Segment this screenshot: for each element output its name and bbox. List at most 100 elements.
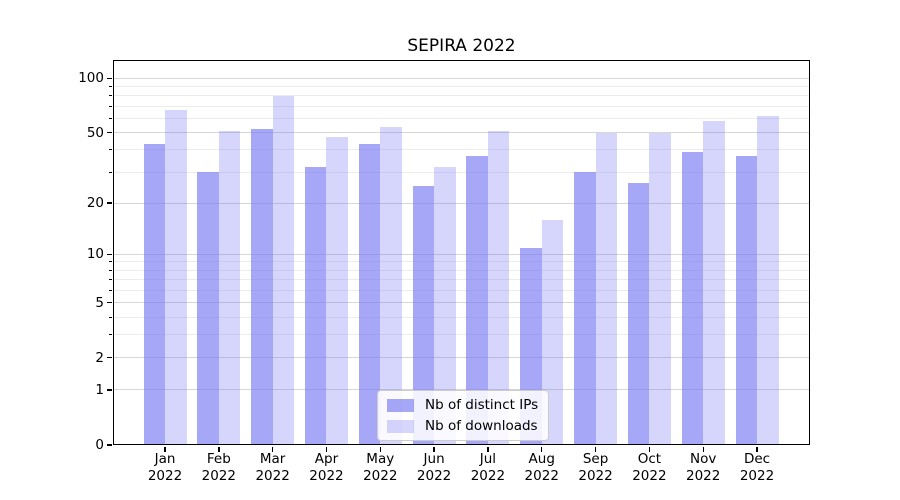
x-tick-mark xyxy=(648,446,651,452)
legend-label-downloads: Nb of downloads xyxy=(425,418,538,434)
minor-gridline xyxy=(113,149,810,151)
x-tick-mark xyxy=(487,446,489,452)
bar-downloads-nov xyxy=(703,120,725,445)
bar-downloads-may xyxy=(380,126,402,445)
y-minor-tick-mark xyxy=(109,105,112,107)
major-gridline xyxy=(113,202,810,204)
x-tick-label-sep: Sep 2022 xyxy=(578,451,613,484)
y-tick-mark xyxy=(106,131,112,134)
bar-ips-oct xyxy=(627,183,650,445)
x-tick-mark xyxy=(271,446,274,452)
bar-ips-nov xyxy=(681,151,704,445)
y-tick-mark xyxy=(106,356,112,359)
x-tick-mark xyxy=(594,446,597,452)
y-tick-label: 20 xyxy=(86,195,104,212)
legend-swatch-ips xyxy=(387,398,414,412)
major-gridline xyxy=(113,302,810,304)
minor-gridline xyxy=(113,289,810,291)
y-tick-label: 0 xyxy=(95,437,104,453)
y-tick-label: 100 xyxy=(78,70,104,87)
y-tick-label: 5 xyxy=(95,294,104,311)
x-tick-label-nov: Nov 2022 xyxy=(686,451,721,484)
bar-downloads-sep xyxy=(595,132,618,445)
y-minor-tick-mark xyxy=(109,269,112,271)
bar-downloads-aug xyxy=(541,219,564,445)
bar-downloads-jun xyxy=(434,167,456,445)
major-gridline xyxy=(113,132,810,133)
y-tick-mark xyxy=(106,77,112,79)
y-tick-label: 1 xyxy=(95,381,104,398)
x-tick-label-jan: Jan 2022 xyxy=(147,451,183,484)
bar-downloads-feb xyxy=(218,130,241,445)
x-tick-label-oct: Oct 2022 xyxy=(632,451,667,484)
bar-ips-dec xyxy=(735,155,758,445)
x-tick-label-feb: Feb 2022 xyxy=(201,451,236,484)
minor-gridline xyxy=(113,171,810,173)
x-tick-mark xyxy=(433,446,435,452)
minor-gridline xyxy=(113,261,810,263)
y-minor-tick-mark xyxy=(109,334,112,336)
chart-title: SEPIRA 2022 xyxy=(407,36,516,56)
bar-ips-jun xyxy=(412,186,435,445)
legend-label-ips: Nb of distinct IPs xyxy=(425,397,539,413)
y-tick-label: 50 xyxy=(86,124,104,141)
bar-ips-apr xyxy=(304,167,327,445)
major-gridline xyxy=(113,357,810,359)
y-tick-label: 10 xyxy=(86,246,104,263)
bar-ips-jan xyxy=(143,144,165,445)
x-tick-label-may: May 2022 xyxy=(363,451,398,484)
minor-gridline xyxy=(113,269,810,271)
legend-swatch-downloads xyxy=(387,419,414,433)
plot-area: Nb of distinct IPs Nb of downloads xyxy=(106,60,810,452)
x-axis-tick-labels: Jan 2022 Feb 2022 Mar 2022 Apr 2022 May 2022 Jun 20… xyxy=(0,449,900,489)
bar-ips-feb xyxy=(197,172,219,445)
minor-gridline xyxy=(113,279,810,281)
y-tick-mark xyxy=(106,253,112,256)
bar-ips-mar xyxy=(251,129,273,445)
bar-ips-jul xyxy=(466,155,488,445)
minor-gridline xyxy=(113,85,810,87)
y-minor-tick-mark xyxy=(109,289,112,291)
y-tick-mark xyxy=(106,444,112,446)
y-minor-tick-mark xyxy=(109,261,112,263)
y-minor-tick-mark xyxy=(109,316,112,318)
y-minor-tick-mark xyxy=(109,171,112,173)
bar-downloads-dec xyxy=(757,115,779,445)
x-tick-label-jun: Jun 2022 xyxy=(416,451,452,484)
major-gridline xyxy=(113,253,810,255)
x-tick-mark xyxy=(325,446,328,452)
y-minor-tick-mark xyxy=(109,117,112,119)
x-tick-mark xyxy=(218,446,220,452)
legend-row-downloads: Nb of downloads xyxy=(387,418,538,434)
x-tick-label-aug: Aug 2022 xyxy=(524,451,559,484)
minor-gridline xyxy=(113,95,810,97)
y-tick-mark xyxy=(106,202,112,204)
y-minor-tick-mark xyxy=(109,85,112,87)
x-tick-mark xyxy=(541,446,543,452)
y-axis-tick-labels: 0 1 2 5 10 20 50 100 xyxy=(0,60,104,453)
bar-ips-may xyxy=(358,144,381,445)
bar-downloads-jul xyxy=(487,130,510,445)
y-minor-tick-mark xyxy=(109,279,112,281)
y-tick-mark xyxy=(106,301,112,304)
x-tick-label-mar: Mar 2022 xyxy=(255,451,290,484)
legend: Nb of distinct IPs Nb of downloads xyxy=(377,390,550,441)
bar-downloads-mar xyxy=(272,95,295,445)
bar-downloads-apr xyxy=(326,137,348,445)
minor-gridline xyxy=(113,316,810,318)
bar-downloads-jan xyxy=(165,109,187,445)
x-tick-label-jul: Jul 2022 xyxy=(470,451,506,484)
y-tick-label: 2 xyxy=(95,349,104,366)
legend-row-ips: Nb of distinct IPs xyxy=(387,397,538,413)
x-tick-mark xyxy=(164,446,166,452)
y-tick-mark xyxy=(106,389,112,391)
x-tick-label-apr: Apr 2022 xyxy=(309,451,344,484)
y-minor-tick-mark xyxy=(109,95,112,97)
bar-ips-sep xyxy=(574,172,596,445)
minor-gridline xyxy=(113,117,810,119)
x-tick-mark xyxy=(756,446,758,452)
minor-gridline xyxy=(113,105,810,107)
x-tick-mark xyxy=(702,446,704,452)
minor-gridline xyxy=(113,334,810,336)
